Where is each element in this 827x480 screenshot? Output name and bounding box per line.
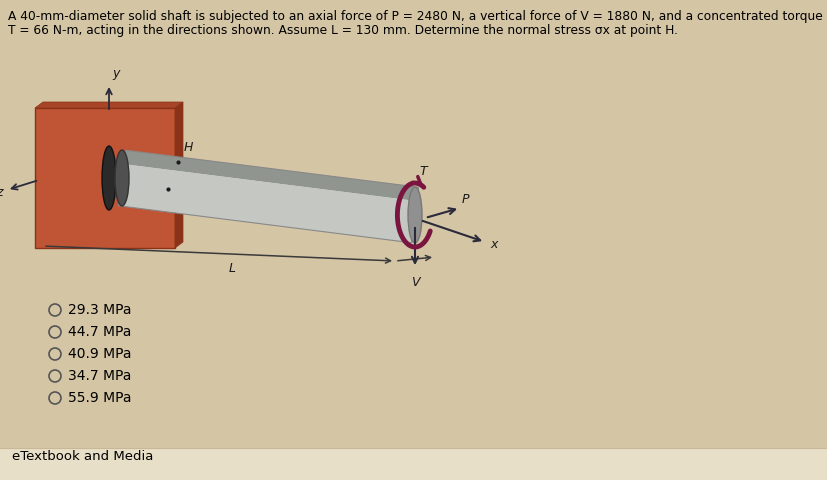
Ellipse shape	[408, 187, 422, 243]
Polygon shape	[118, 164, 416, 243]
Text: T: T	[418, 165, 426, 178]
Text: z: z	[0, 185, 3, 199]
Text: 55.9 MPa: 55.9 MPa	[68, 391, 131, 405]
Polygon shape	[121, 150, 418, 226]
Text: V: V	[410, 276, 418, 289]
Text: 29.3 MPa: 29.3 MPa	[68, 303, 131, 317]
Text: T = 66 N-m, acting in the directions shown. Assume L = 130 mm. Determine the nor: T = 66 N-m, acting in the directions sho…	[8, 24, 677, 37]
Text: 40.9 MPa: 40.9 MPa	[68, 347, 131, 361]
Text: eTextbook and Media: eTextbook and Media	[12, 451, 153, 464]
Text: P: P	[461, 193, 469, 206]
Bar	[0, 448, 827, 480]
Ellipse shape	[115, 150, 129, 206]
Text: A 40-mm-diameter solid shaft is subjected to an axial force of P = 2480 N, a ver: A 40-mm-diameter solid shaft is subjecte…	[8, 10, 827, 23]
Polygon shape	[174, 102, 183, 248]
Polygon shape	[35, 102, 183, 108]
Polygon shape	[35, 108, 174, 248]
Polygon shape	[122, 164, 416, 215]
Text: x: x	[490, 238, 497, 251]
Polygon shape	[121, 178, 414, 226]
Text: 44.7 MPa: 44.7 MPa	[68, 325, 131, 339]
Text: H: H	[183, 141, 193, 154]
Text: K: K	[174, 193, 182, 206]
Text: 34.7 MPa: 34.7 MPa	[68, 369, 131, 383]
Text: y: y	[112, 67, 119, 80]
Ellipse shape	[102, 146, 116, 210]
Text: L: L	[229, 262, 236, 275]
